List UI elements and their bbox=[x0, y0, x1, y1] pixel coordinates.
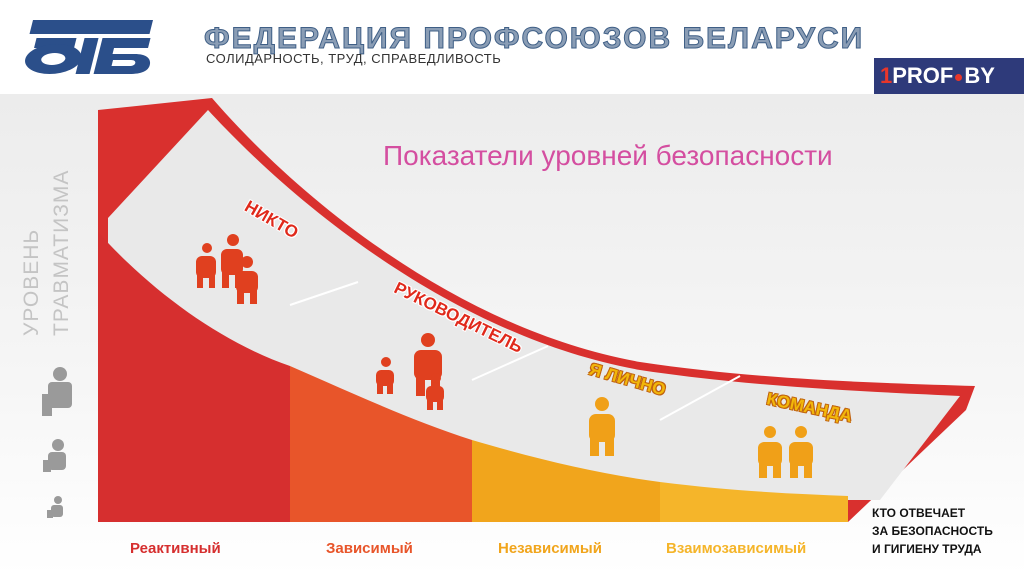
divider-2 bbox=[471, 345, 549, 381]
site-badge-middle: PROF bbox=[892, 63, 954, 88]
stage-fill-independent bbox=[472, 440, 660, 522]
person-icon-group-3 bbox=[589, 397, 615, 456]
y-axis-label-line1: УРОВЕНЬ bbox=[20, 228, 43, 336]
slide-title: Показатели уровней безопасности bbox=[383, 140, 833, 171]
stage-fill-reactive bbox=[98, 232, 290, 522]
stage-fill-interdependent bbox=[660, 482, 848, 522]
divider-1 bbox=[289, 281, 359, 306]
y-axis-label: УРОВЕНЬ ТРАВМАТИЗМА bbox=[20, 158, 90, 338]
organization-name: ФЕДЕРАЦИЯ ПРОФСОЮЗОВ БЕЛАРУСИ bbox=[203, 22, 865, 56]
site-badge-dot bbox=[955, 74, 963, 81]
site-badge-prefix: 1 bbox=[880, 63, 893, 88]
person-icon-group-1 bbox=[196, 234, 258, 304]
responsibility-note-line1: КТО ОТВЕЧАЕТ bbox=[872, 506, 966, 520]
stage-fill-dependent bbox=[290, 366, 472, 522]
organization-slogan: СОЛИДАРНОСТЬ, ТРУД, СПРАВЕДЛИВОСТЬ bbox=[206, 51, 502, 66]
divider-3 bbox=[659, 375, 741, 421]
stage-label-independent: Независимый bbox=[498, 540, 602, 557]
stage-label-reactive: Реактивный bbox=[130, 540, 221, 557]
side-person-icons bbox=[42, 367, 72, 518]
site-badge-suffix: BY bbox=[964, 63, 995, 88]
responsibility-note: КТО ОТВЕЧАЕТ ЗА БЕЗОПАСНОСТЬ И ГИГИЕНУ Т… bbox=[872, 504, 1022, 558]
header-banner: ФЕДЕРАЦИЯ ПРОФСОЮЗОВ БЕЛАРУСИ СОЛИДАРНОС… bbox=[0, 0, 1024, 92]
stage-label-interdependent: Взаимозависимый bbox=[666, 540, 807, 557]
stage-label-dependent: Зависимый bbox=[326, 540, 413, 557]
fpb-logo bbox=[25, 20, 154, 74]
person-icon-group-4 bbox=[758, 426, 813, 478]
site-badge-link[interactable]: 1PROF BY bbox=[874, 58, 1024, 94]
responsibility-note-line2: ЗА БЕЗОПАСНОСТЬ bbox=[872, 524, 993, 538]
person-icon-group-2 bbox=[376, 333, 444, 410]
y-axis-label-line2: ТРАВМАТИЗМА bbox=[50, 169, 73, 336]
responsibility-note-line3: И ГИГИЕНУ ТРУДА bbox=[872, 542, 982, 556]
